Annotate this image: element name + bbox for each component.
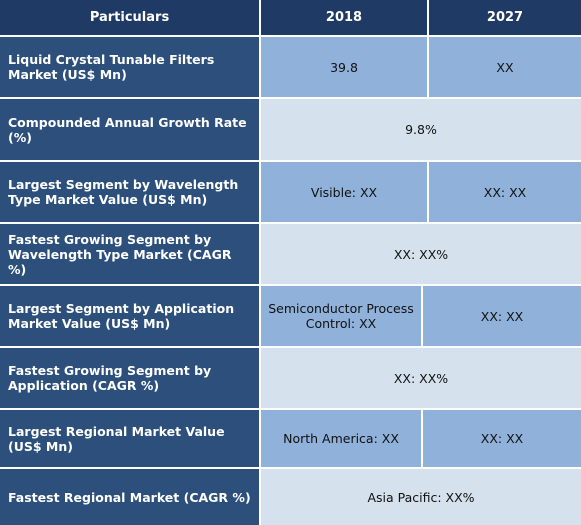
row-largest-wavelength-2027: XX: XX <box>429 162 581 222</box>
row-label-fastest-application: Fastest Growing Segment by Application (… <box>0 348 259 408</box>
row-label-largest-wavelength: Largest Segment by Wavelength Type Marke… <box>0 162 259 222</box>
row-largest-wavelength-2018: Visible: XX <box>261 162 427 222</box>
row-cagr-value: 9.8% <box>261 99 581 160</box>
header-particulars: Particulars <box>0 0 259 35</box>
row-fastest-regional-value: Asia Pacific: XX% <box>261 469 581 525</box>
row-label-market-value: Liquid Crystal Tunable Filters Market (U… <box>0 37 259 97</box>
row-market-value-2018: 39.8 <box>261 37 427 97</box>
row-fastest-application-value: XX: XX% <box>261 348 581 408</box>
row-label-largest-application: Largest Segment by Application Market Va… <box>0 286 259 346</box>
header-2027: 2027 <box>429 0 581 35</box>
row-label-fastest-regional: Fastest Regional Market (CAGR %) <box>0 469 259 525</box>
row-market-value-2027: XX <box>429 37 581 97</box>
row-label-largest-regional: Largest Regional Market Value (US$ Mn) <box>0 410 259 467</box>
row-fastest-wavelength-value: XX: XX% <box>261 224 581 284</box>
row-largest-regional-2018: North America: XX <box>261 410 421 467</box>
row-largest-application-2018: Semiconductor Process Control: XX <box>261 286 421 346</box>
row-label-cagr: Compounded Annual Growth Rate (%) <box>0 99 259 160</box>
row-largest-application-2027: XX: XX <box>423 286 581 346</box>
row-largest-regional-2027: XX: XX <box>423 410 581 467</box>
row-label-fastest-wavelength: Fastest Growing Segment by Wavelength Ty… <box>0 224 259 284</box>
header-2018: 2018 <box>261 0 427 35</box>
